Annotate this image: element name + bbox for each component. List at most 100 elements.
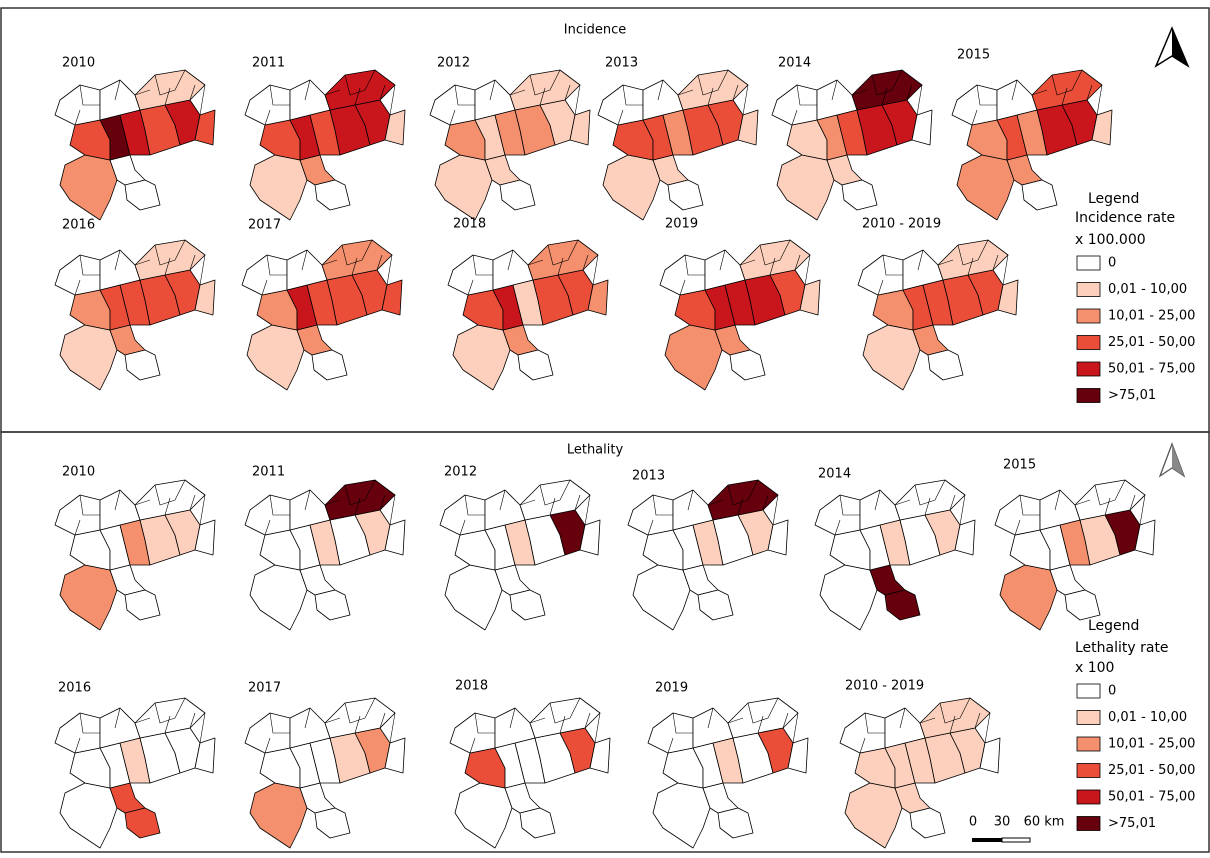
map — [245, 70, 405, 220]
municipality — [698, 590, 733, 620]
municipality — [740, 240, 810, 280]
scale-label: 0 — [969, 815, 977, 830]
municipality — [325, 698, 395, 738]
municipality — [60, 565, 117, 630]
map — [858, 240, 1018, 390]
legend-swatch — [1077, 737, 1100, 751]
municipality — [60, 155, 117, 220]
municipality — [928, 350, 963, 380]
legend-label: 0 — [1108, 256, 1116, 271]
year-label: 2012 — [437, 56, 470, 71]
map — [660, 240, 820, 390]
map — [628, 480, 788, 630]
legend-unit: x 100 — [1075, 660, 1114, 676]
municipality — [653, 783, 710, 848]
legend-swatch — [1077, 389, 1100, 403]
municipality — [528, 240, 598, 280]
municipality — [135, 240, 205, 280]
municipality — [863, 325, 920, 390]
map — [55, 698, 215, 848]
map — [55, 240, 215, 390]
municipality — [315, 590, 350, 620]
municipality — [510, 590, 545, 620]
municipality — [135, 480, 205, 520]
municipality — [842, 180, 877, 210]
year-label: 2010 - 2019 — [862, 217, 941, 232]
municipality — [708, 480, 778, 520]
municipality — [125, 180, 160, 210]
scale-label: 60 km — [1024, 815, 1065, 830]
municipality — [125, 590, 160, 620]
municipality — [820, 565, 877, 630]
scale-label: 30 — [994, 815, 1011, 830]
municipality — [633, 565, 690, 630]
map — [995, 480, 1155, 630]
legend-swatch — [1077, 817, 1100, 831]
municipality — [520, 808, 555, 838]
year-label: 2011 — [252, 56, 285, 71]
municipality — [1022, 180, 1057, 210]
year-label: 2012 — [444, 465, 477, 480]
legend-title: Lethality rate — [1075, 640, 1169, 656]
panel-title: Incidence — [564, 23, 626, 38]
legend-swatch — [1077, 283, 1100, 297]
municipality — [60, 783, 117, 848]
municipality — [453, 325, 510, 390]
map — [245, 480, 405, 630]
municipality — [315, 808, 350, 838]
map — [55, 70, 215, 220]
municipality — [250, 783, 307, 848]
map — [55, 480, 215, 630]
panel-title: Lethality — [567, 443, 624, 458]
legend-heading: Legend — [1088, 191, 1139, 207]
legend-label: 10,01 - 25,00 — [1108, 309, 1195, 324]
municipality — [777, 155, 834, 220]
municipality — [895, 480, 965, 520]
municipality — [500, 180, 535, 210]
municipality — [250, 565, 307, 630]
legend-label: 0 — [1108, 684, 1116, 699]
figure: 0 30 60 km Incidence20102011201220132014… — [0, 0, 1210, 854]
municipality — [665, 325, 722, 390]
year-label: 2011 — [252, 465, 285, 480]
municipality — [920, 698, 990, 738]
municipality — [728, 698, 798, 738]
municipality — [668, 180, 703, 210]
legend-label: >75,01 — [1108, 816, 1156, 831]
municipality — [455, 783, 512, 848]
municipality — [247, 325, 304, 390]
municipality — [325, 70, 395, 110]
year-label: 2013 — [632, 469, 665, 484]
municipality — [435, 155, 492, 220]
map — [440, 480, 600, 630]
year-label: 2017 — [248, 681, 281, 696]
municipality — [520, 480, 590, 520]
year-label: 2014 — [818, 467, 851, 482]
municipality — [60, 325, 117, 390]
map — [815, 480, 975, 630]
municipality — [135, 698, 205, 738]
scale-bar: 0 30 60 km — [969, 815, 1065, 843]
legend-swatch — [1077, 764, 1100, 778]
legend-title: Incidence rate — [1075, 210, 1175, 226]
municipality — [885, 590, 920, 620]
municipality — [325, 480, 395, 520]
municipality — [312, 350, 347, 380]
legend-label: 10,01 - 25,00 — [1108, 737, 1195, 752]
year-label: 2017 — [248, 218, 281, 233]
year-label: 2019 — [665, 217, 698, 232]
legend-label: 0,01 - 10,00 — [1108, 282, 1187, 297]
municipality — [1000, 565, 1057, 630]
legend-unit: x 100.000 — [1075, 232, 1146, 248]
year-label: 2018 — [455, 679, 488, 694]
year-label: 2015 — [1003, 458, 1036, 473]
legend-label: 0,01 - 10,00 — [1108, 710, 1187, 725]
map — [772, 70, 932, 220]
map — [245, 698, 405, 848]
map — [430, 70, 590, 220]
municipality — [125, 350, 160, 380]
north-arrow — [1156, 28, 1188, 66]
municipality — [603, 155, 660, 220]
year-label: 2016 — [62, 218, 95, 233]
year-label: 2014 — [778, 56, 811, 71]
